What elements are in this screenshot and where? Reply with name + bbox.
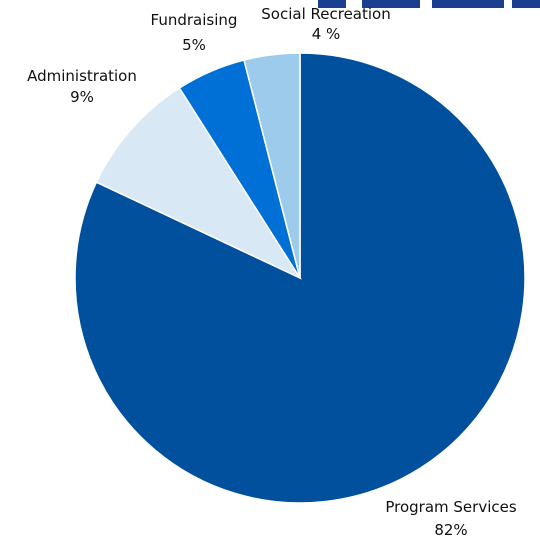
slice-labels: Program Services 82% Administration 9% Fundr… bbox=[27, 5, 517, 539]
slice-value-administration: 9% bbox=[70, 88, 94, 106]
slice-label-social-recreation: Social Recreation bbox=[261, 5, 390, 23]
pie-slice-program-services bbox=[74, 52, 526, 504]
pie-slices bbox=[74, 52, 526, 504]
title-remnant-stroke bbox=[318, 0, 346, 8]
title-remnant-stroke bbox=[512, 0, 540, 8]
slice-value-social-recreation: 4 % bbox=[312, 25, 341, 43]
slice-label-program-services: Program Services bbox=[385, 498, 516, 516]
pie-slice-administration bbox=[95, 86, 303, 280]
slice-value-program-services: 82% bbox=[434, 521, 467, 538]
slice-label-administration: Administration bbox=[27, 67, 137, 85]
slice-label-fundraising: Fundraising bbox=[151, 11, 238, 29]
pie-slice-social-recreation bbox=[243, 52, 301, 279]
chart-title-remnant bbox=[318, 0, 540, 8]
title-remnant-stroke bbox=[432, 0, 504, 8]
slice-value-fundraising: 5% bbox=[182, 36, 206, 54]
title-remnant-stroke bbox=[362, 0, 420, 8]
